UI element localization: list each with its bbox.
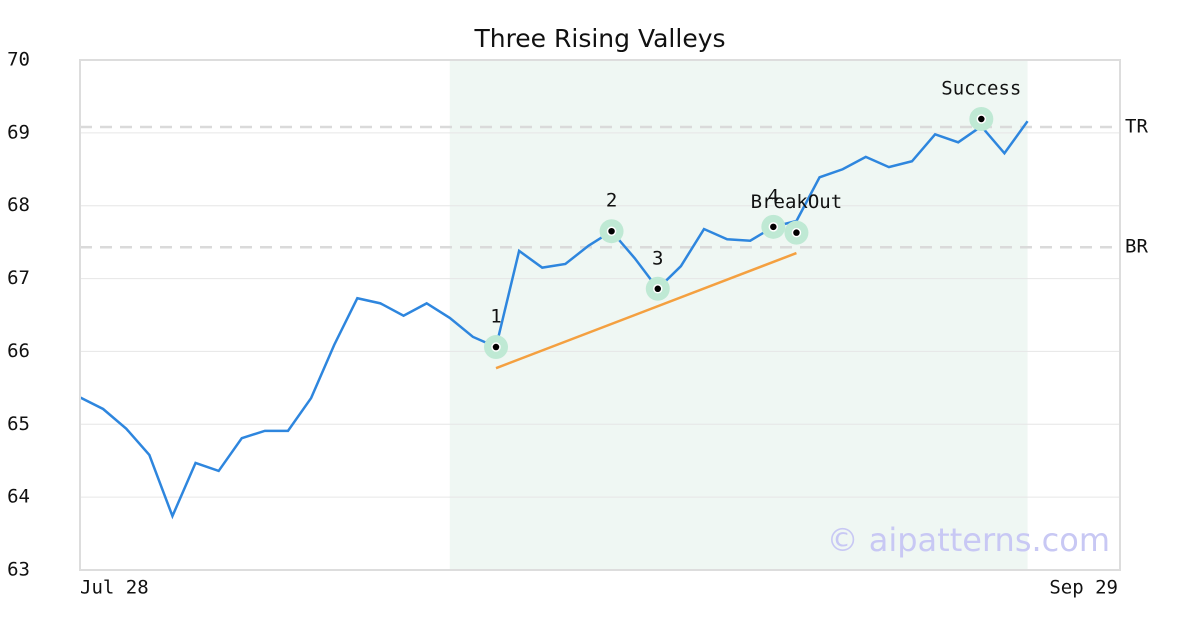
x-tick-label: Sep 29 [1049, 577, 1118, 599]
y-tick-label: 69 [7, 121, 30, 143]
annotation-dot [491, 342, 501, 352]
annotation-dot [791, 227, 802, 238]
price-line [79, 120, 1029, 520]
annotation-label: Success [941, 78, 1021, 100]
highlight-region [449, 60, 1028, 570]
annotation-label: 1 [490, 306, 501, 328]
chart-title: Three Rising Valleys [473, 24, 725, 53]
level-label: TR [1125, 116, 1148, 138]
y-tick-label: 63 [7, 559, 30, 581]
watermark: © aipatterns.com [827, 521, 1110, 559]
y-tick-label: 67 [7, 267, 30, 289]
annotation-dot [768, 222, 779, 232]
annotation-label: 2 [606, 190, 617, 212]
annotation-label: 4 [768, 185, 779, 207]
annotation-dot [606, 226, 617, 236]
y-tick-label: 70 [7, 49, 30, 71]
plot-frame [79, 59, 1121, 571]
annotation-label: 3 [652, 247, 663, 269]
annotation-label: BreakOut [751, 191, 843, 213]
level-label: BR [1125, 236, 1148, 258]
y-tick-label: 64 [7, 486, 30, 508]
y-tick-label: 68 [7, 194, 30, 216]
trend-line [495, 251, 797, 370]
y-tick-label: 65 [7, 413, 30, 435]
annotation-dot [653, 284, 663, 294]
y-tick-label: 66 [7, 340, 30, 362]
annotation-dot [976, 114, 987, 124]
x-tick-label: Jul 28 [80, 577, 149, 599]
